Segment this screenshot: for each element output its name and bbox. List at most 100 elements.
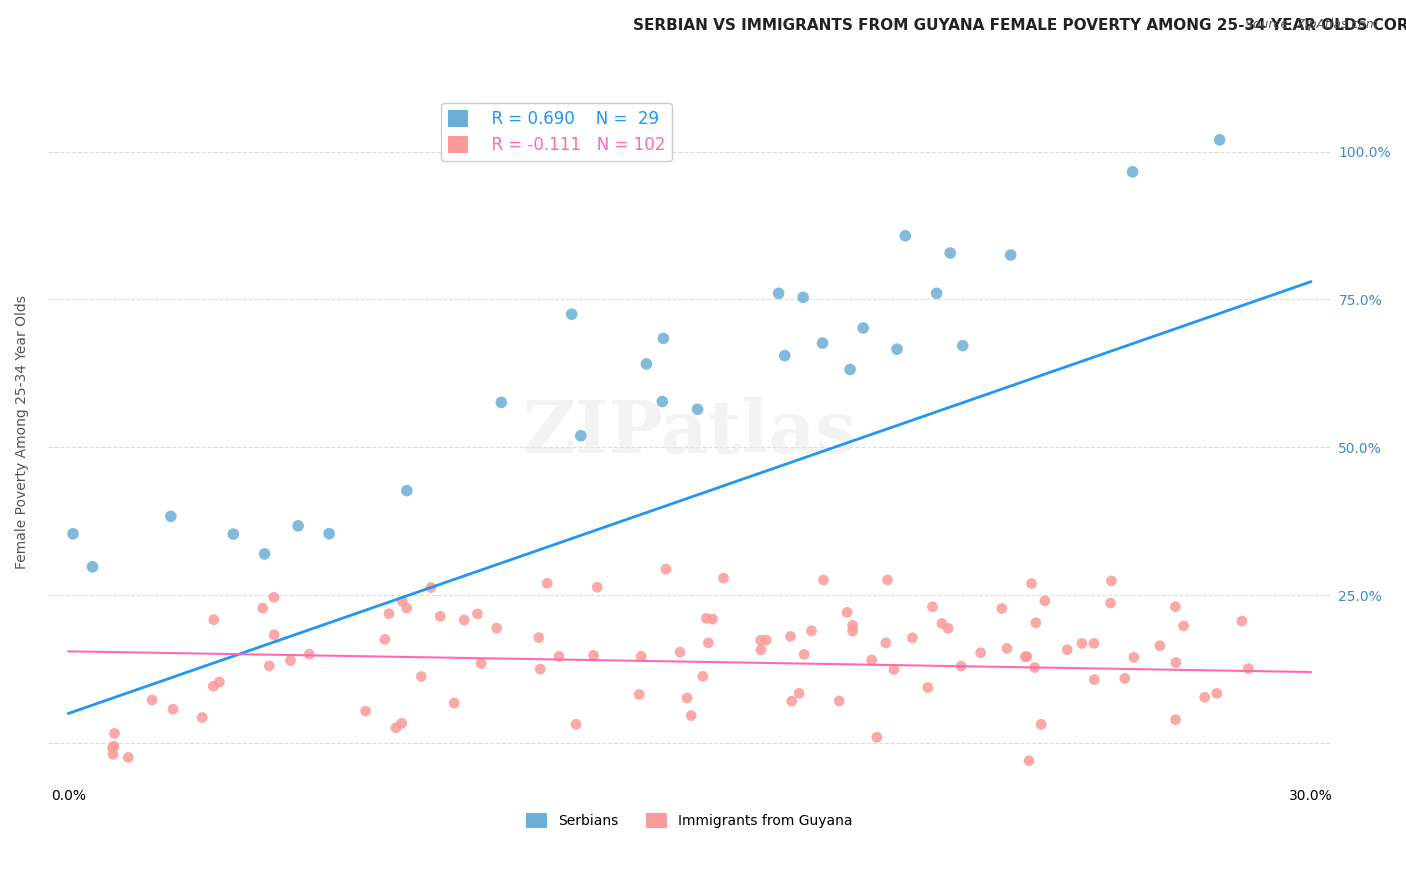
Point <box>697 636 720 650</box>
Point <box>103 726 125 740</box>
Point <box>569 428 592 442</box>
Text: Source: ZipAtlas.com: Source: ZipAtlas.com <box>1244 18 1378 31</box>
Point <box>839 362 862 376</box>
Point <box>1194 690 1216 705</box>
Point <box>901 631 924 645</box>
Point <box>876 573 898 587</box>
Point <box>1021 576 1043 591</box>
Point <box>1083 636 1105 650</box>
Point <box>768 286 790 301</box>
Point <box>252 601 274 615</box>
Point <box>582 648 605 663</box>
Point <box>103 739 125 753</box>
Point <box>191 710 214 724</box>
Point <box>391 594 413 608</box>
Point <box>374 632 396 647</box>
Point <box>1033 594 1056 608</box>
Point <box>586 580 609 594</box>
Point <box>793 648 815 662</box>
Point <box>841 618 863 632</box>
Point <box>1071 636 1094 650</box>
Point <box>828 694 851 708</box>
Point <box>917 681 939 695</box>
Point <box>420 581 443 595</box>
Point <box>1024 660 1046 674</box>
Point <box>467 607 489 621</box>
Text: SERBIAN VS IMMIGRANTS FROM GUYANA FEMALE POVERTY AMONG 25-34 YEAR OLDS CORRELATI: SERBIAN VS IMMIGRANTS FROM GUYANA FEMALE… <box>633 18 1406 33</box>
Point <box>395 601 418 615</box>
Point <box>160 509 183 524</box>
Point <box>385 721 408 735</box>
Point <box>202 679 225 693</box>
Point <box>1099 596 1122 610</box>
Point <box>1056 642 1078 657</box>
Point <box>952 339 974 353</box>
Point <box>921 599 943 614</box>
Point <box>1014 649 1036 664</box>
Point <box>548 649 571 664</box>
Point <box>652 331 675 345</box>
Point <box>378 607 401 621</box>
Point <box>208 675 231 690</box>
Point <box>391 716 413 731</box>
Point <box>651 394 673 409</box>
Point <box>749 643 772 657</box>
Point <box>561 307 583 321</box>
Point <box>755 633 778 648</box>
Point <box>866 730 889 744</box>
Point <box>1164 656 1187 670</box>
Point <box>443 696 465 710</box>
Point <box>990 601 1012 615</box>
Point <box>950 659 973 673</box>
Point <box>1164 599 1187 614</box>
Text: ZIPatlas: ZIPatlas <box>523 397 856 468</box>
Point <box>1015 649 1038 664</box>
Point <box>1164 713 1187 727</box>
Point <box>411 669 433 683</box>
Point <box>82 559 104 574</box>
Point <box>686 402 709 417</box>
Legend: Serbians, Immigrants from Guyana: Serbians, Immigrants from Guyana <box>520 808 858 834</box>
Point <box>429 609 451 624</box>
Point <box>779 629 801 643</box>
Point <box>655 562 678 576</box>
Point <box>837 606 859 620</box>
Point <box>969 646 991 660</box>
Point <box>453 613 475 627</box>
Point <box>995 641 1018 656</box>
Point <box>117 750 139 764</box>
Point <box>852 321 875 335</box>
Point <box>692 669 714 683</box>
Point <box>1122 165 1144 179</box>
Point <box>792 290 814 304</box>
Point <box>773 349 796 363</box>
Point <box>936 621 959 635</box>
Point <box>253 547 276 561</box>
Point <box>813 573 835 587</box>
Point <box>298 647 321 661</box>
Point <box>636 357 658 371</box>
Point <box>787 686 810 700</box>
Point <box>841 624 863 638</box>
Point <box>1018 754 1040 768</box>
Point <box>395 483 418 498</box>
Point <box>931 616 953 631</box>
Point <box>800 624 823 638</box>
Point <box>202 613 225 627</box>
Point <box>1173 619 1195 633</box>
Point <box>1122 650 1144 665</box>
Point <box>894 228 917 243</box>
Point <box>883 662 905 676</box>
Point <box>676 690 699 705</box>
Point <box>1025 615 1047 630</box>
Point <box>860 653 883 667</box>
Point <box>529 662 551 676</box>
Point <box>491 395 513 409</box>
Point <box>695 611 717 625</box>
Point <box>1205 686 1227 700</box>
Point <box>257 658 280 673</box>
Point <box>1031 717 1053 731</box>
Point <box>875 636 897 650</box>
Point <box>485 621 508 635</box>
Point <box>1149 639 1171 653</box>
